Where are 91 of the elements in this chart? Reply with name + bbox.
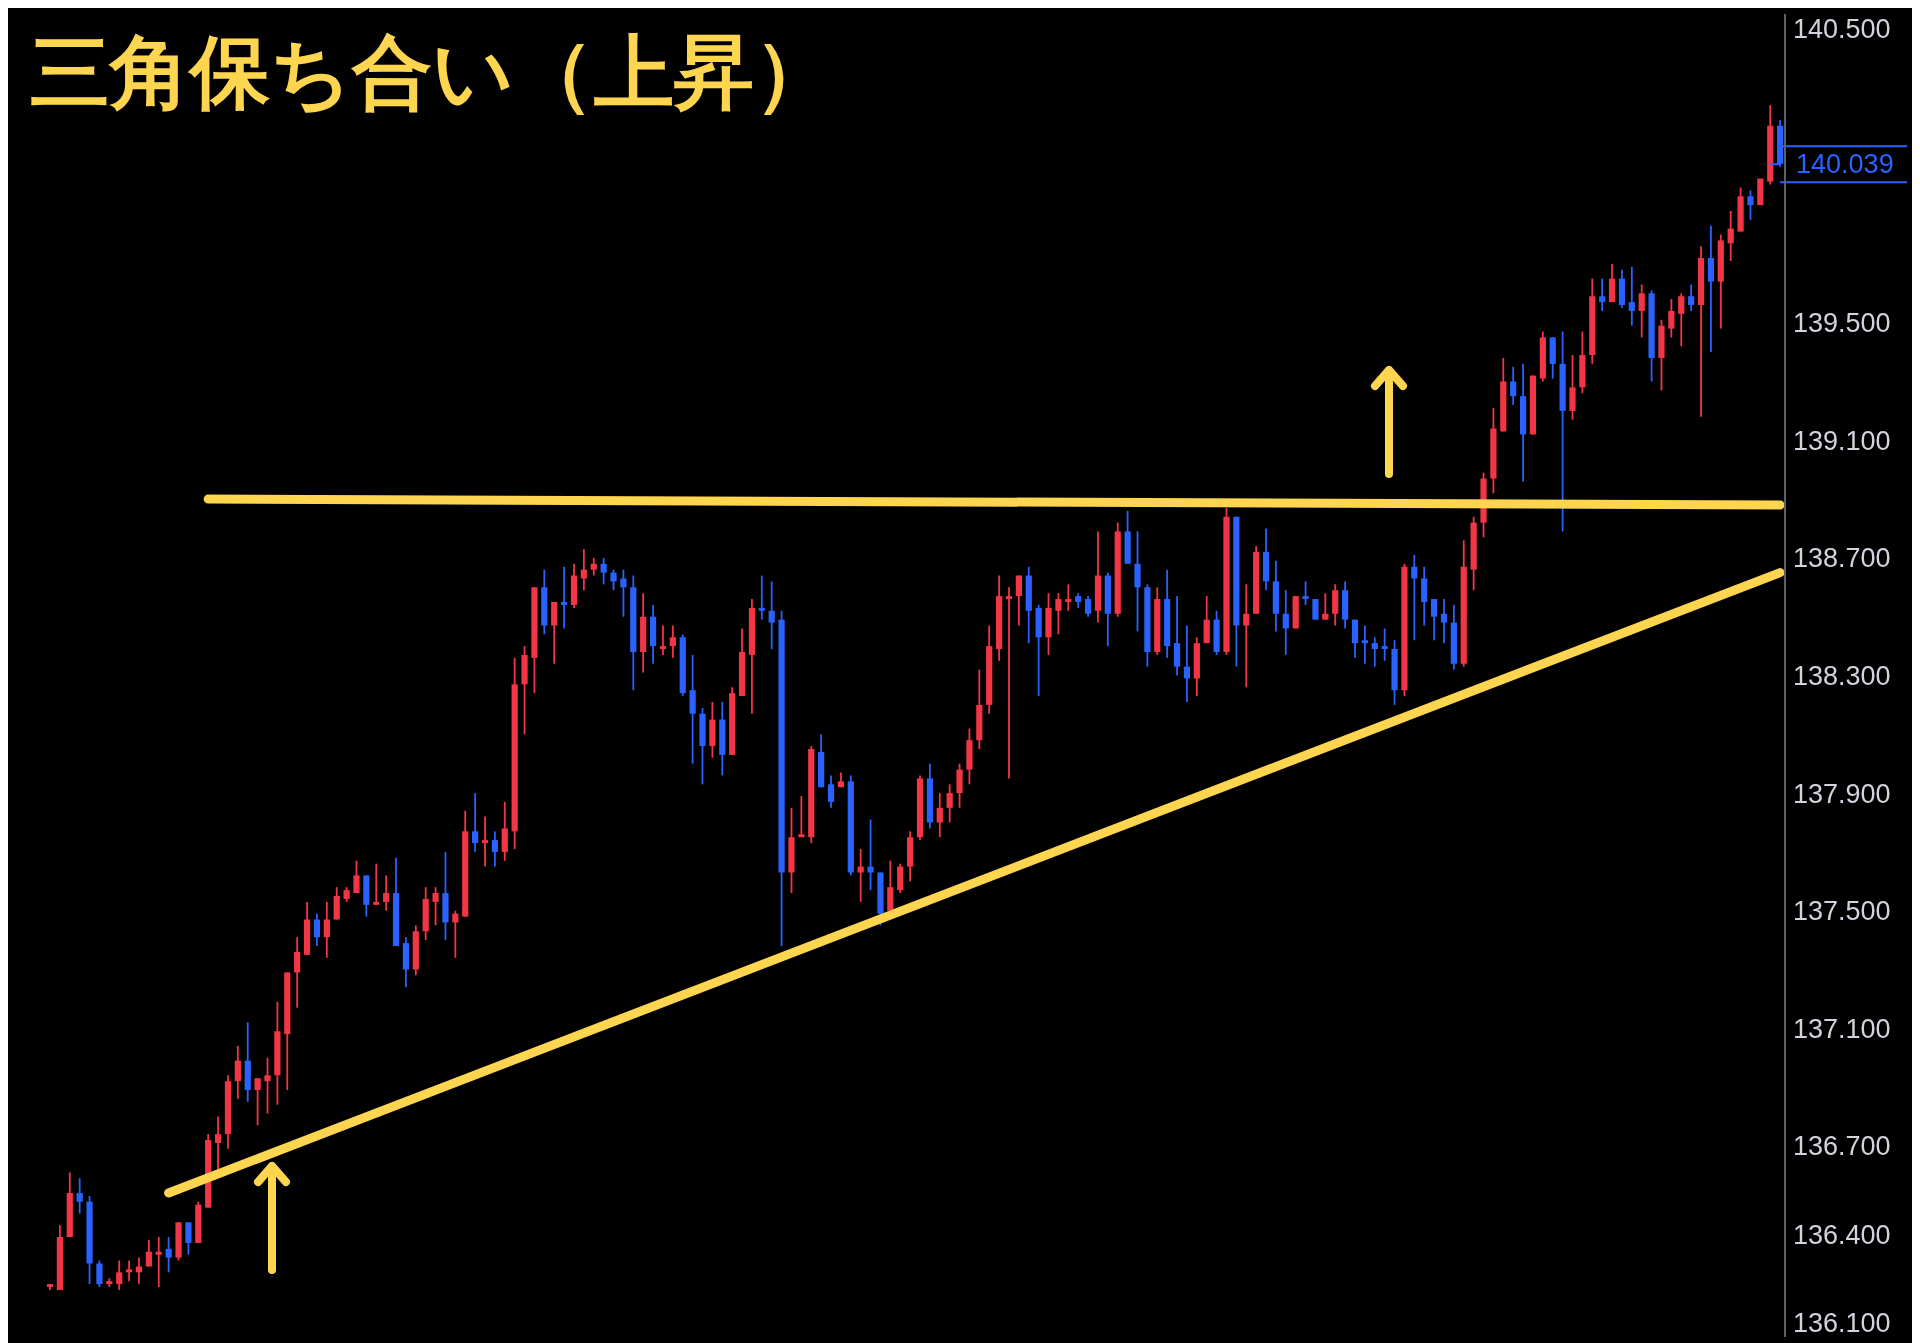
candlestick	[867, 818, 874, 892]
candlestick	[1065, 583, 1072, 612]
candlestick	[383, 874, 390, 912]
candlestick	[1440, 598, 1448, 645]
y-tick-label: 137.100	[1793, 1013, 1891, 1044]
candlestick	[610, 568, 617, 592]
candlestick	[1707, 224, 1715, 353]
candlestick	[768, 580, 775, 650]
candlestick	[1332, 583, 1339, 627]
candlestick	[669, 624, 676, 659]
y-tick-label: 136.400	[1793, 1219, 1891, 1250]
candlestick	[116, 1259, 123, 1291]
candlestick	[1668, 298, 1675, 339]
candlestick	[1599, 277, 1606, 312]
candlestick	[214, 1115, 222, 1171]
candlestick	[491, 830, 498, 868]
candlestick	[1134, 530, 1141, 633]
candlestick	[1747, 189, 1754, 221]
candlestick	[373, 862, 380, 906]
candlestick	[827, 774, 835, 809]
candlestick	[1628, 265, 1635, 327]
candlestick	[560, 565, 568, 630]
candlestick	[1569, 354, 1576, 421]
candlestick	[887, 859, 894, 912]
candlestick	[1005, 586, 1013, 780]
candlestick	[1282, 589, 1289, 656]
candlestick	[1084, 595, 1092, 618]
candlestick	[254, 1077, 261, 1127]
ref-line-label: 140.039	[1796, 149, 1894, 180]
candlestick	[264, 1056, 271, 1115]
candlestick	[481, 815, 489, 868]
candlestick	[1203, 595, 1210, 645]
candlestick	[1243, 583, 1250, 689]
candlestick	[1638, 283, 1645, 339]
candlestick	[472, 792, 479, 853]
candlestick	[551, 601, 558, 665]
candlestick	[353, 859, 360, 894]
candlestick	[758, 574, 765, 621]
candlestick	[1302, 580, 1309, 606]
candlestick	[946, 783, 953, 824]
candlestick	[1055, 592, 1062, 636]
candlestick	[689, 654, 696, 765]
candlestick	[1421, 565, 1428, 627]
candlestick	[96, 1259, 103, 1288]
candlestick	[600, 557, 607, 586]
y-tick-label: 137.900	[1793, 778, 1891, 809]
candlestick	[1688, 283, 1695, 312]
candlestick	[155, 1236, 162, 1288]
candlestick	[1411, 554, 1418, 642]
candlestick	[333, 886, 340, 921]
candlestick	[135, 1256, 143, 1285]
candlestick	[1183, 624, 1191, 703]
candlestick	[432, 886, 439, 927]
candlestick	[313, 912, 321, 947]
candlestick	[1727, 210, 1734, 262]
candlestick	[1351, 618, 1359, 659]
y-tick-label: 140.500	[1793, 14, 1891, 45]
y-tick-label: 139.100	[1793, 425, 1891, 456]
candlestick	[1608, 263, 1616, 304]
candlestick	[234, 1045, 241, 1100]
candlestick	[125, 1259, 133, 1283]
y-tick-label: 138.300	[1793, 661, 1891, 692]
candlestick	[620, 568, 627, 618]
candlestick	[165, 1236, 172, 1274]
candlestick	[1678, 292, 1685, 348]
candlestick	[956, 762, 963, 809]
candlestick	[1430, 598, 1438, 642]
y-tick-label: 137.500	[1793, 896, 1891, 927]
candlestick	[294, 936, 301, 1009]
y-tick-label: 139.500	[1793, 308, 1891, 339]
candlestick	[1371, 636, 1378, 668]
candlestick	[936, 792, 943, 839]
candlestick	[1510, 365, 1517, 406]
candlestick	[1312, 598, 1319, 621]
y-tick-label: 136.700	[1793, 1131, 1891, 1162]
candlestick	[1322, 592, 1329, 621]
candlestick	[76, 1177, 83, 1215]
candlestick	[1173, 595, 1181, 677]
y-tick-label: 136.100	[1793, 1307, 1891, 1338]
candlestick	[659, 624, 667, 656]
candlestick	[323, 900, 330, 959]
candlestick	[798, 795, 805, 839]
candlestick	[501, 801, 508, 862]
candlestick	[1361, 624, 1368, 665]
candlestick	[1015, 574, 1022, 627]
candlestick	[1381, 627, 1388, 662]
candlestick	[897, 862, 904, 894]
chart-title: 三角保ち合い（上昇）	[30, 25, 834, 121]
y-tick-label: 138.700	[1793, 543, 1891, 574]
candlestick	[185, 1221, 192, 1256]
candlestick	[145, 1239, 152, 1268]
